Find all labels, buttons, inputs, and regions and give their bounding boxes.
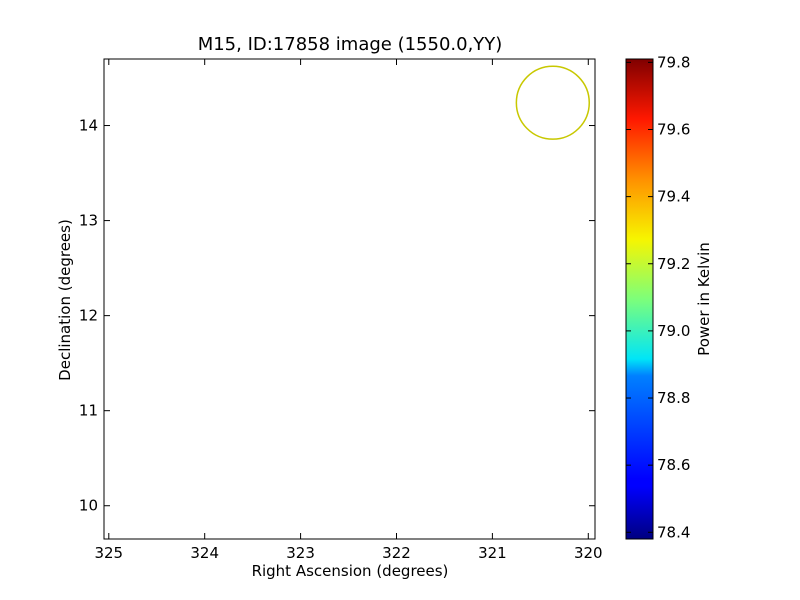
colorbar-tick-label: 79.0 (657, 322, 690, 340)
colorbar-axis: 78.4 78.6 78.8 79.0 79.2 79.4 79.6 79.8 (626, 53, 690, 541)
colorbar-tick-label: 79.2 (657, 255, 690, 273)
y-tick-label: 13 (79, 212, 98, 230)
x-tick-label: 323 (286, 544, 315, 562)
y-axis-label: Declination (degrees) (56, 219, 74, 381)
chart-title: M15, ID:17858 image (1550.0,YY) (198, 34, 503, 55)
colorbar-tick-label: 78.8 (657, 389, 690, 407)
y-axis: 10 11 12 13 14 (79, 117, 595, 515)
annotation-circle (515, 65, 590, 140)
y-tick-label: 10 (79, 497, 98, 515)
x-tick-label: 321 (478, 544, 507, 562)
colorbar-tick-label: 79.6 (657, 120, 690, 138)
colorbar-tick-label: 78.6 (657, 456, 690, 474)
x-axis-label: Right Ascension (degrees) (252, 562, 449, 580)
colorbar-tick-label: 78.4 (657, 523, 690, 541)
x-axis: 325 324 323 322 321 320 (94, 59, 603, 562)
y-tick-label: 11 (79, 402, 98, 420)
colorbar-tick-label: 79.4 (657, 188, 690, 206)
x-tick-label: 320 (574, 544, 603, 562)
x-tick-label: 324 (190, 544, 219, 562)
plot-frame (103, 58, 596, 540)
x-tick-label: 325 (94, 544, 123, 562)
x-tick-label: 322 (382, 544, 411, 562)
y-tick-label: 14 (79, 117, 98, 135)
colorbar-tick-label: 79.8 (657, 53, 690, 71)
colorbar-label: Power in Kelvin (695, 242, 713, 356)
colorbar (625, 58, 654, 540)
y-tick-label: 12 (79, 307, 98, 325)
heatmap-image (104, 59, 595, 539)
